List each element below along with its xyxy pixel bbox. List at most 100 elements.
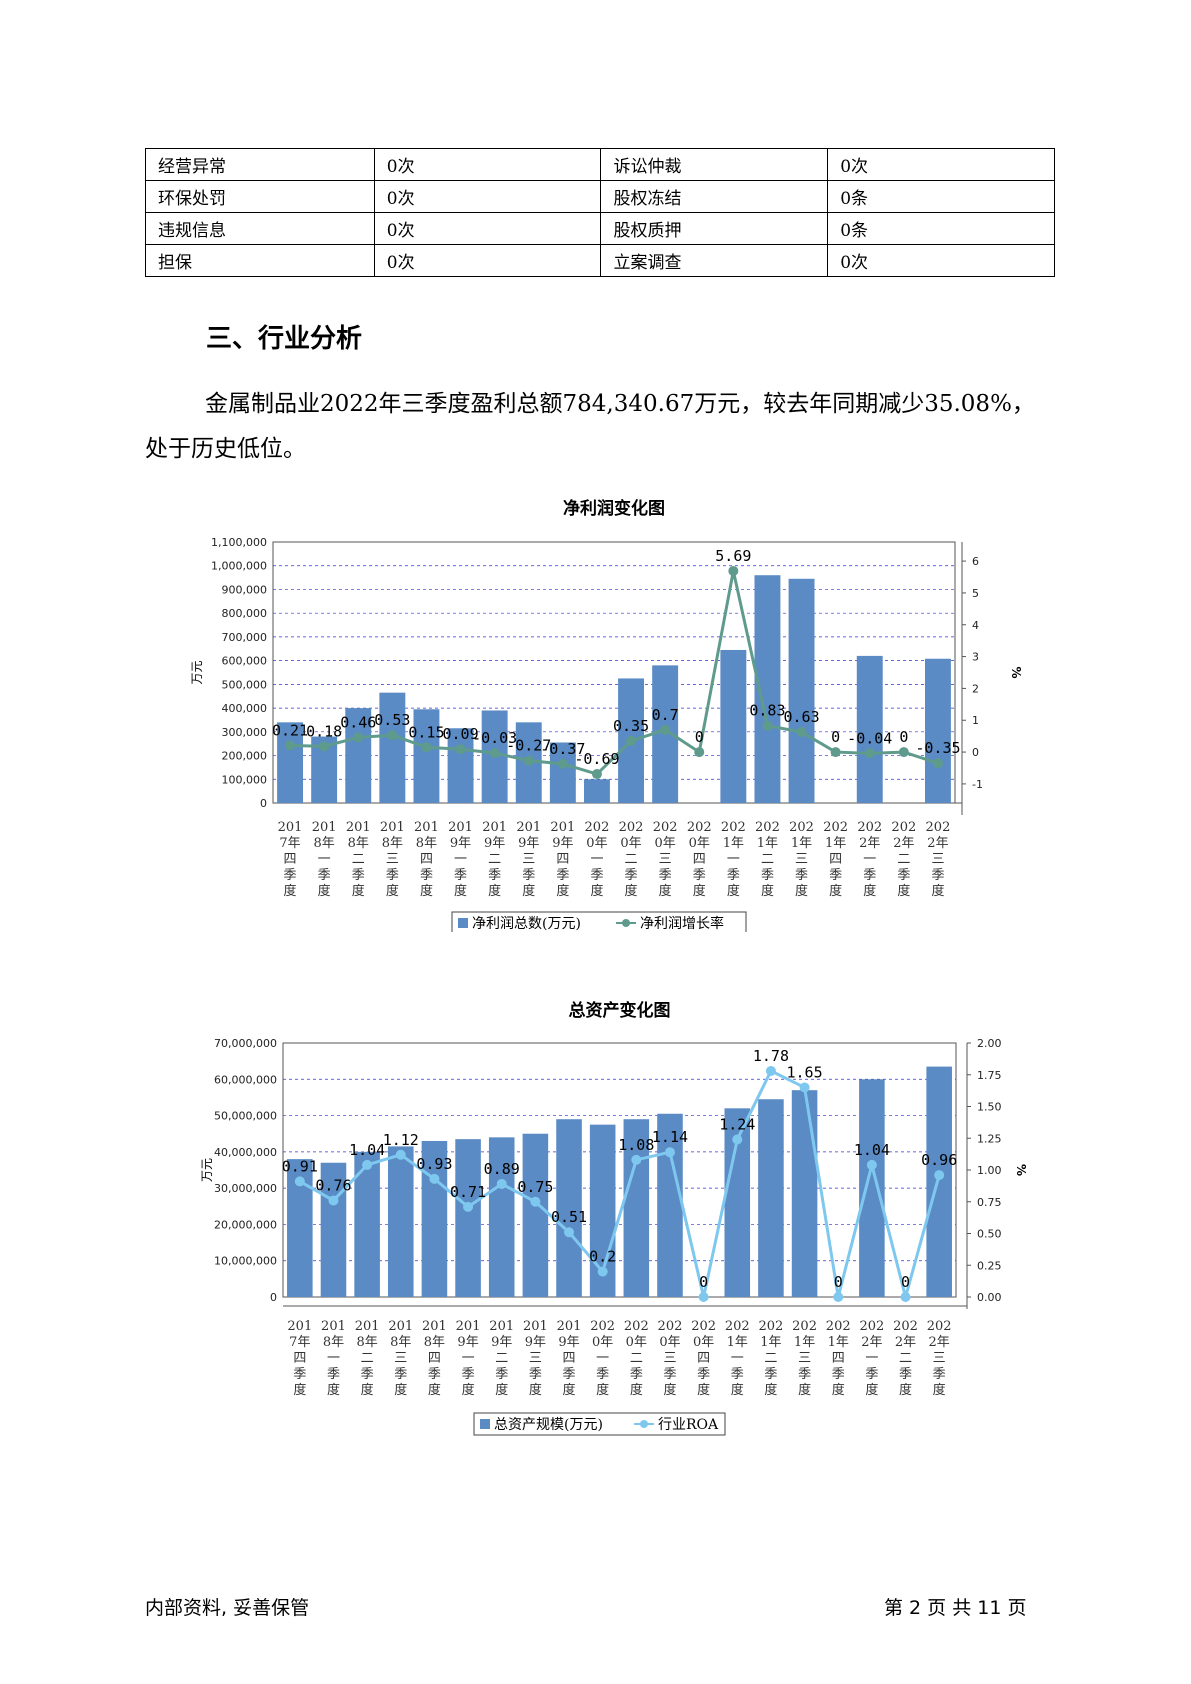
line-point	[455, 744, 466, 755]
legend-bar-swatch	[458, 918, 468, 928]
risk-item-value: 0次	[827, 148, 1055, 181]
section-title: 三、行业分析	[206, 324, 363, 354]
x-category-label: 季	[495, 1367, 508, 1382]
x-category-label: 度	[462, 1382, 475, 1398]
data-label: 0.89	[484, 1160, 520, 1178]
data-label: 0	[899, 728, 908, 746]
x-category-label: 度	[693, 883, 706, 899]
x-category-label: 0年	[655, 836, 676, 851]
x-category-label: 季	[318, 868, 331, 883]
y-tick-label: 10,000,000	[214, 1255, 277, 1268]
line-point	[523, 755, 534, 766]
data-label: 0	[831, 728, 840, 746]
data-label: -0.35	[915, 739, 960, 757]
line-point	[429, 1173, 440, 1184]
x-category-label: 9年	[484, 836, 505, 851]
x-category-label: 201	[278, 820, 303, 835]
bar	[623, 1119, 650, 1297]
y2-tick-label: 1.25	[977, 1132, 1002, 1145]
y-tick-label: 1,100,000	[211, 536, 267, 549]
bar	[345, 708, 372, 803]
x-category-label: 季	[386, 868, 399, 883]
x-category-label: 一	[863, 852, 876, 867]
data-label: 1.14	[652, 1128, 688, 1146]
x-category-label: 7年	[289, 1335, 310, 1350]
y2-tick-label: 2.00	[977, 1037, 1002, 1050]
data-label: 0	[699, 1273, 708, 1291]
x-category-label: 季	[361, 1367, 374, 1382]
line-point	[395, 1149, 406, 1160]
risk-table-row: 环保处罚 0次 股权冻结 0条	[145, 180, 1055, 213]
x-category-label: 201	[550, 820, 575, 835]
x-category-label: 一	[865, 1351, 878, 1366]
x-category-label: 季	[488, 868, 501, 883]
x-category-label: 一	[731, 1351, 744, 1366]
x-category-label: 8年	[382, 836, 403, 851]
x-category-label: 201	[482, 820, 507, 835]
line-point	[932, 758, 943, 769]
x-category-label: 1年	[825, 836, 846, 851]
line-point	[694, 747, 705, 758]
x-category-label: 四	[293, 1351, 306, 1366]
risk-item-value: 0次	[373, 212, 602, 245]
x-category-label: 度	[454, 883, 467, 899]
x-category-label: 二	[761, 852, 774, 867]
risk-item-value: 0次	[373, 244, 602, 277]
x-category-label: 201	[422, 1319, 447, 1334]
bar	[926, 1066, 952, 1297]
risk-item-value: 0条	[827, 212, 1055, 245]
y2-tick-label: 0.75	[977, 1196, 1002, 1209]
x-category-label: 四	[829, 852, 842, 867]
x-category-label: 202	[658, 1319, 683, 1334]
footer-page-number: 第 2 页 共 11 页	[884, 1597, 1027, 1619]
risk-item-label: 立案调查	[600, 244, 829, 277]
x-category-label: 季	[596, 1367, 609, 1382]
line-point	[830, 747, 841, 758]
line-point	[866, 1159, 877, 1170]
y-tick-label: 700,000	[222, 631, 268, 644]
y2-tick-label: 1.00	[977, 1164, 1002, 1177]
x-category-label: 季	[795, 868, 808, 883]
data-label: 0.09	[442, 725, 478, 743]
y2-axis-title: %	[1014, 1164, 1028, 1176]
x-category-label: 三	[394, 1351, 407, 1366]
y-tick-label: 20,000,000	[214, 1218, 277, 1231]
legend-bar-swatch	[480, 1419, 490, 1429]
x-category-label: 季	[563, 1367, 576, 1382]
risk-item-value: 0次	[373, 180, 602, 213]
data-label: 1.65	[787, 1063, 823, 1081]
data-label: 5.69	[715, 547, 751, 565]
bar	[320, 1162, 347, 1297]
line-point	[732, 1134, 743, 1145]
x-category-label: 2年	[893, 836, 914, 851]
y2-tick-label: 2	[972, 682, 979, 695]
y2-tick-label: 0	[972, 746, 979, 759]
y2-tick-label: 4	[972, 619, 979, 632]
y-tick-label: 1,000,000	[211, 560, 267, 573]
x-category-label: 季	[931, 868, 944, 883]
x-category-label: 201	[489, 1319, 514, 1334]
legend-line-marker	[640, 1420, 648, 1428]
x-category-label: 季	[428, 1367, 441, 1382]
x-category-label: 四	[420, 852, 433, 867]
x-category-label: 1年	[727, 1335, 748, 1350]
y-tick-label: 0	[270, 1291, 277, 1304]
x-category-label: 季	[863, 868, 876, 883]
x-category-label: 202	[823, 820, 848, 835]
x-category-label: 202	[755, 820, 780, 835]
line-point	[698, 1292, 709, 1302]
bar	[791, 1090, 818, 1297]
line-point	[864, 748, 875, 759]
bar	[421, 1140, 448, 1297]
data-label: -0.37	[540, 740, 585, 758]
x-category-label: 季	[556, 868, 569, 883]
bar	[859, 1079, 885, 1297]
x-category-label: 9年	[552, 836, 573, 851]
x-category-label: 度	[488, 883, 501, 899]
legend-bar-label: 净利润总数(万元)	[472, 916, 581, 932]
x-category-label: 季	[798, 1367, 811, 1382]
x-category-label: 季	[529, 1367, 542, 1382]
data-label: 0.15	[408, 723, 444, 741]
x-category-label: 0年	[659, 1335, 680, 1350]
x-category-label: 季	[761, 868, 774, 883]
